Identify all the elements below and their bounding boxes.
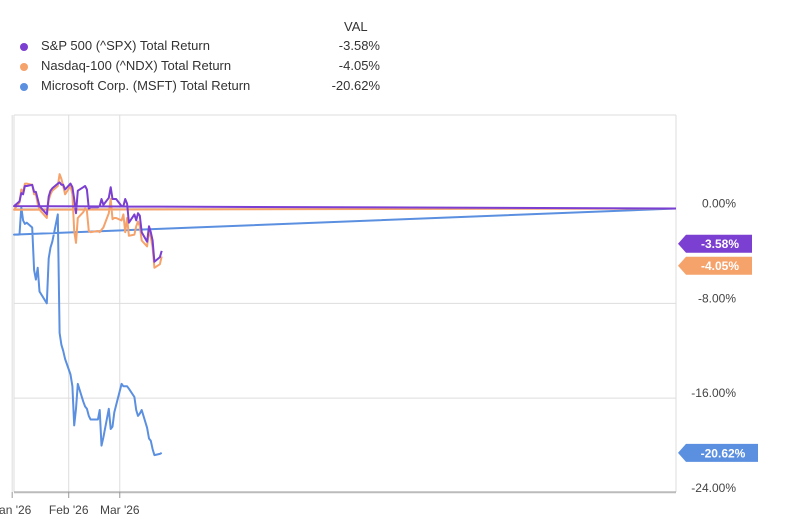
y-tick-label: 0.00% — [702, 197, 736, 211]
end-label-ndx: -4.05% — [701, 259, 739, 273]
legend-value-ndx: -4.05% — [338, 58, 380, 73]
y-tick-label: -8.00% — [698, 291, 736, 305]
legend: VAL S&P 500 (^SPX) Total Return -3.58% N… — [0, 0, 400, 110]
end-label-msft: -20.62% — [701, 446, 746, 460]
legend-item-msft[interactable]: Microsoft Corp. (MSFT) Total Return -20.… — [20, 78, 380, 98]
end-label-spx: -3.58% — [701, 237, 739, 251]
y-tick-label: -16.00% — [691, 386, 736, 400]
y-tick-label: -24.00% — [691, 481, 736, 495]
legend-value-msft: -20.62% — [331, 78, 380, 93]
end-tag-msft — [678, 443, 758, 462]
legend-dot-spx — [20, 43, 28, 51]
legend-item-ndx[interactable]: Nasdaq-100 (^NDX) Total Return -4.05% — [20, 58, 380, 78]
legend-item-spx[interactable]: S&P 500 (^SPX) Total Return -3.58% — [20, 38, 380, 58]
legend-dot-msft — [20, 83, 28, 91]
legend-dot-ndx — [20, 63, 28, 71]
x-tick-label: Mar '26 — [100, 503, 140, 517]
end-tag-spx — [678, 234, 752, 253]
series-line-msft — [13, 206, 677, 457]
x-tick-label: Feb '26 — [49, 503, 89, 517]
legend-value-header: VAL — [344, 19, 368, 34]
legend-label-msft: Microsoft Corp. (MSFT) Total Return — [41, 78, 251, 93]
x-tick-label: Jan '26 — [0, 503, 32, 517]
legend-value-spx: -3.58% — [338, 38, 380, 53]
end-tag-ndx — [678, 256, 752, 275]
legend-label-ndx: Nasdaq-100 (^NDX) Total Return — [41, 58, 232, 73]
series-line-spx — [13, 181, 677, 263]
legend-label-spx: S&P 500 (^SPX) Total Return — [41, 38, 210, 53]
